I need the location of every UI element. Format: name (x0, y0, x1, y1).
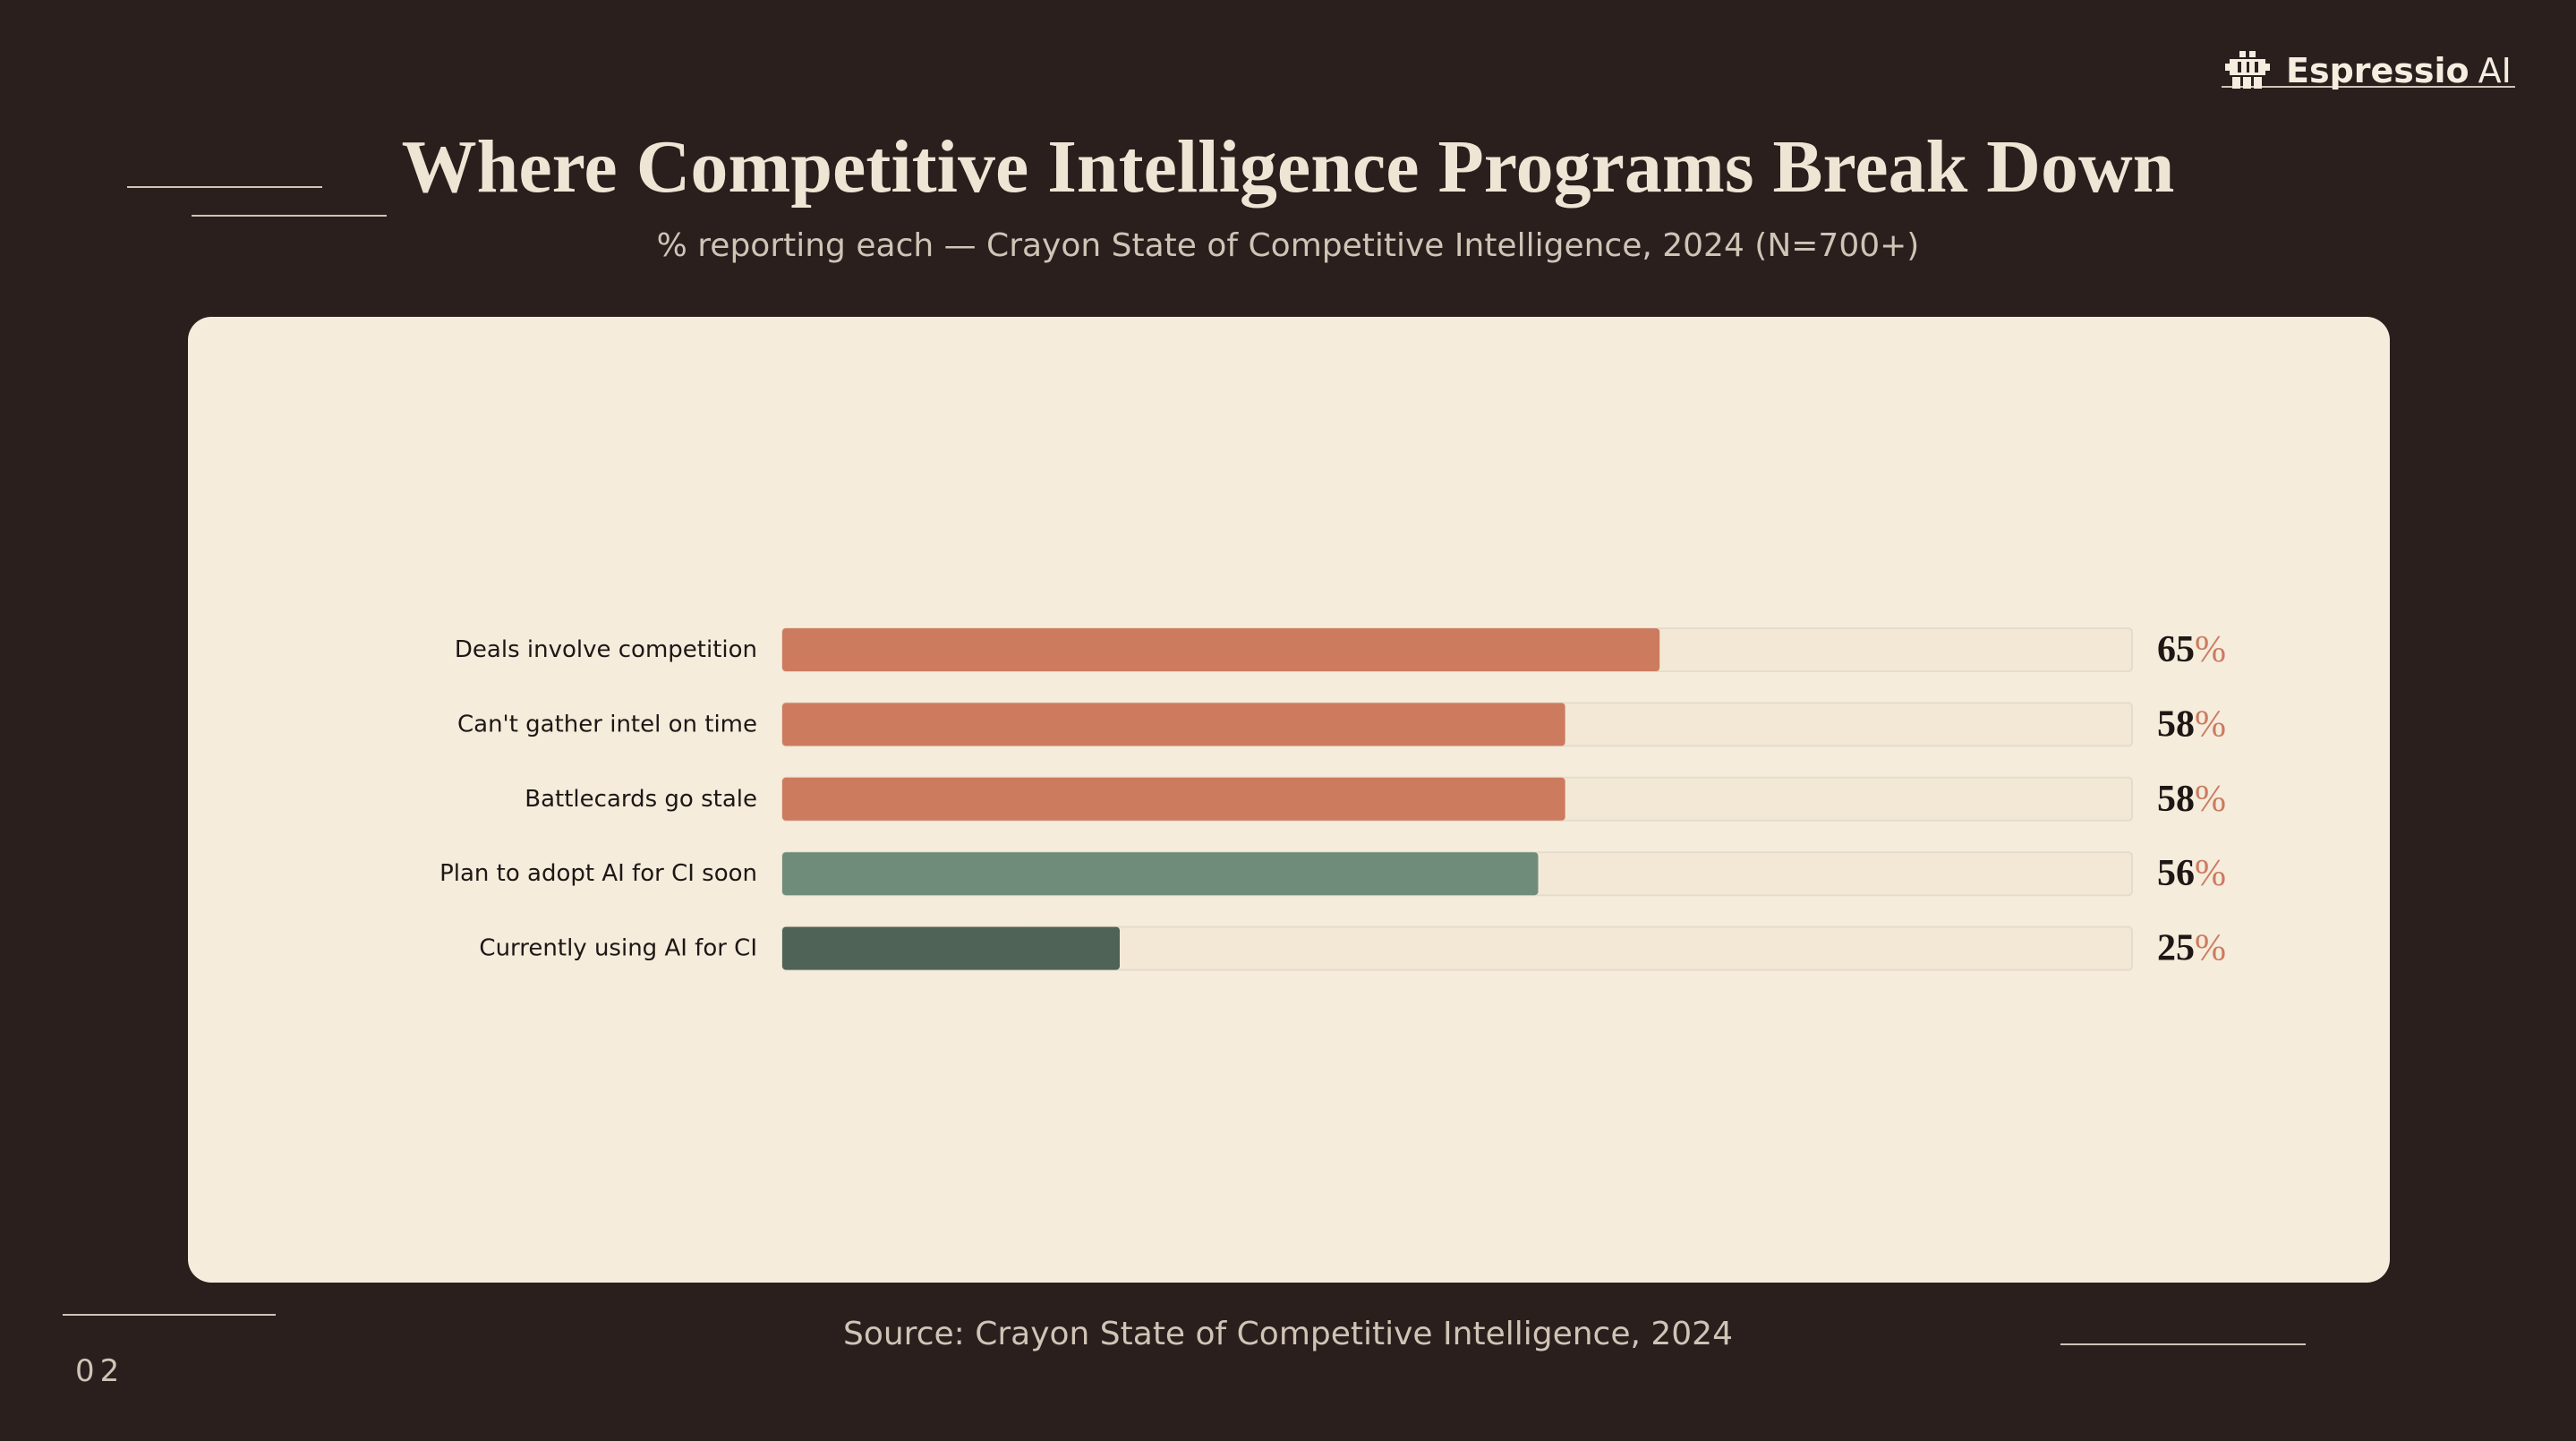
value-label: 25% (2157, 928, 2226, 969)
category-label: Battlecards go stale (525, 786, 757, 813)
category-label: Deals involve competition (455, 636, 757, 663)
brand-logo: Espressio AI (2225, 47, 2512, 95)
bar (782, 852, 1539, 896)
decor-line-top-left-2 (192, 215, 387, 217)
decor-line-bottom-left (63, 1314, 276, 1316)
bar (782, 926, 1120, 970)
page-title: Where Competitive Intelligence Programs … (401, 125, 2175, 209)
bar-chart: Deals involve competition 65% Can't gather… (439, 627, 2226, 971)
bar (782, 628, 1660, 671)
brand-suffix: AI (2478, 51, 2512, 90)
page-subtitle: % reporting each — Crayon State of Compe… (656, 227, 1920, 264)
value-label: 58% (2157, 703, 2226, 745)
grid-logo-icon (2225, 51, 2270, 89)
category-label: Plan to adopt AI for CI soon (439, 860, 757, 887)
category-label: Currently using AI for CI (479, 935, 757, 962)
decor-line-top-left-1 (127, 186, 322, 188)
bar (782, 703, 1565, 746)
source-note: Source: Crayon State of Competitive Inte… (842, 1316, 1733, 1352)
value-label: 65% (2157, 629, 2226, 670)
decor-line-bottom-right (2060, 1343, 2306, 1345)
value-label: 56% (2157, 853, 2226, 894)
chart-card: Deals involve competition 65% Can't gather… (188, 317, 2390, 1283)
category-label: Can't gather intel on time (457, 711, 757, 738)
value-label: 58% (2157, 779, 2226, 820)
decor-line-brand-underline (2222, 86, 2515, 88)
brand-name: Espressio (2286, 51, 2469, 90)
bar (782, 777, 1565, 821)
page-number: 02 (75, 1353, 125, 1389)
